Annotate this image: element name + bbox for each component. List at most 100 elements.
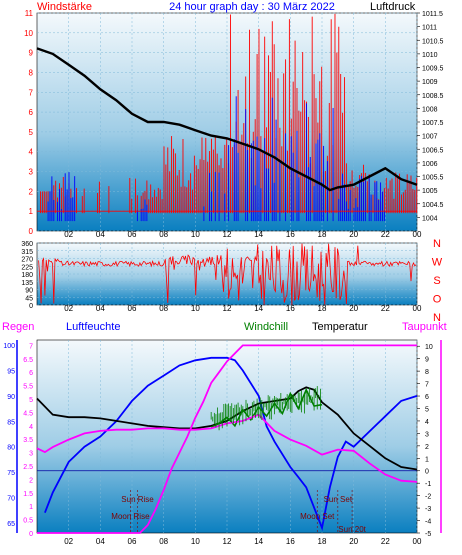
pressure-tick-label: 1004 <box>422 215 438 222</box>
time-tick-label-top: 20 <box>349 230 358 239</box>
humidity-tick-label: 85 <box>7 419 15 426</box>
temp-tick-label: 10 <box>425 344 433 351</box>
wind-tick-label: 8 <box>29 68 34 77</box>
event-label: Sun 20t <box>338 525 366 534</box>
time-tick-label-mid: 16 <box>286 304 295 313</box>
rain-tick-label: 0.5 <box>23 518 33 525</box>
time-tick-label-top: 02 <box>64 230 73 239</box>
time-tick-label-mid: 02 <box>64 304 73 313</box>
rain-tick-label: 5.5 <box>23 384 33 391</box>
time-tick-label-mid: 00 <box>413 304 422 313</box>
wind-tick-label: 5 <box>29 128 34 137</box>
direction-tick-label: 90 <box>25 288 33 295</box>
time-tick-label-bottom: 02 <box>64 537 73 546</box>
time-tick-label-mid: 04 <box>96 304 105 313</box>
time-tick-label-mid: 18 <box>318 304 327 313</box>
compass-label: S <box>433 275 440 287</box>
direction-tick-label: 180 <box>21 272 33 279</box>
legend-windchill: Windchill <box>244 321 288 333</box>
wind-tick-label: 0 <box>29 227 34 236</box>
direction-tick-label: 45 <box>25 295 33 302</box>
rain-tick-label: 2.5 <box>23 464 33 471</box>
time-tick-label-mid: 22 <box>381 304 390 313</box>
rain-tick-label: 4 <box>29 424 33 431</box>
axis-text-layer: 0123456789101110041004.510051005.5100610… <box>3 9 443 546</box>
legend-luftfeuchte: Luftfeuchte <box>66 321 120 333</box>
time-tick-label-top: 00 <box>413 230 422 239</box>
humidity-tick-label: 90 <box>7 394 15 401</box>
wind-tick-label: 6 <box>29 108 34 117</box>
time-tick-label-bottom: 12 <box>223 537 232 546</box>
wind-tick-label: 4 <box>29 148 34 157</box>
rain-tick-label: 3 <box>29 451 33 458</box>
temp-tick-label: 8 <box>425 369 429 376</box>
compass-label: N <box>433 312 441 324</box>
pressure-tick-label: 1010 <box>422 52 438 59</box>
series-regen <box>37 344 417 534</box>
legend-regen: Regen <box>2 321 34 333</box>
time-tick-label-bottom: 20 <box>349 537 358 546</box>
event-label: Moon Rise <box>111 512 150 521</box>
time-tick-label-top: 18 <box>318 230 327 239</box>
compass-label: N <box>433 238 441 250</box>
temp-tick-label: 6 <box>425 394 429 401</box>
time-tick-label-top: 14 <box>254 230 263 239</box>
time-tick-label-bottom: 06 <box>128 537 137 546</box>
rain-tick-label: 3.5 <box>23 437 33 444</box>
chart-title: 24 hour graph day : 30 März 2022 <box>169 1 335 13</box>
pressure-tick-label: 1009 <box>422 79 438 86</box>
time-tick-label-top: 22 <box>381 230 390 239</box>
time-tick-label-top: 16 <box>286 230 295 239</box>
rain-tick-label: 6.5 <box>23 357 33 364</box>
time-tick-label-mid: 20 <box>349 304 358 313</box>
temp-tick-label: -3 <box>425 506 431 513</box>
temp-tick-label: 0 <box>425 469 429 476</box>
wind-direction-line <box>38 243 417 306</box>
pressure-tick-label: 1006 <box>422 161 438 168</box>
time-tick-label-mid: 06 <box>128 304 137 313</box>
pressure-tick-label: 1006.5 <box>422 147 444 154</box>
pressure-axis-label: Luftdruck <box>370 1 416 13</box>
pressure-line <box>36 47 418 192</box>
rain-tick-label: 0 <box>29 531 33 538</box>
series-windchill <box>210 387 323 428</box>
pressure-tick-label: 1009.5 <box>422 66 444 73</box>
time-tick-label-bottom: 22 <box>381 537 390 546</box>
time-tick-label-bottom: 08 <box>159 537 168 546</box>
time-tick-label-mid: 08 <box>159 304 168 313</box>
pressure-tick-label: 1011 <box>422 25 437 32</box>
humidity-tick-label: 80 <box>7 445 15 452</box>
temp-tick-label: -2 <box>425 494 431 501</box>
wind-tick-label: 1 <box>29 207 34 216</box>
wind-tick-label: 11 <box>25 9 34 18</box>
rain-tick-label: 4.5 <box>23 410 33 417</box>
wind-bars-layer <box>37 13 418 222</box>
legend-taupunkt: Taupunkt <box>402 321 447 333</box>
pressure-tick-label: 1005 <box>422 188 438 195</box>
compass-label: W <box>432 257 443 269</box>
event-label: Sun Set <box>324 495 353 504</box>
direction-tick-label: 270 <box>21 257 33 264</box>
time-tick-label-bottom: 14 <box>254 537 263 546</box>
time-tick-label-top: 04 <box>96 230 105 239</box>
wind-tick-label: 9 <box>29 49 34 58</box>
wind-tick-label: 2 <box>29 187 34 196</box>
direction-tick-label: 315 <box>21 249 33 256</box>
temp-tick-label: 9 <box>425 357 429 364</box>
pressure-tick-label: 1008 <box>422 106 438 113</box>
time-tick-label-mid: 12 <box>223 304 232 313</box>
compass-label: O <box>433 294 442 306</box>
time-tick-label-mid: 14 <box>254 304 263 313</box>
direction-tick-label: 0 <box>29 303 33 310</box>
pressure-tick-label: 1010.5 <box>422 38 444 45</box>
legend-temperatur: Temperatur <box>312 321 368 333</box>
time-tick-label-bottom: 00 <box>413 537 422 546</box>
event-label: Moon Set <box>300 512 335 521</box>
time-tick-label-top: 12 <box>223 230 232 239</box>
rain-tick-label: 1 <box>29 504 33 511</box>
temp-tick-label: 5 <box>425 406 429 413</box>
direction-tick-label: 225 <box>21 264 33 271</box>
pressure-tick-label: 1007.5 <box>422 120 444 127</box>
temp-tick-label: -5 <box>425 531 431 538</box>
pressure-tick-label: 1004.5 <box>422 202 444 209</box>
